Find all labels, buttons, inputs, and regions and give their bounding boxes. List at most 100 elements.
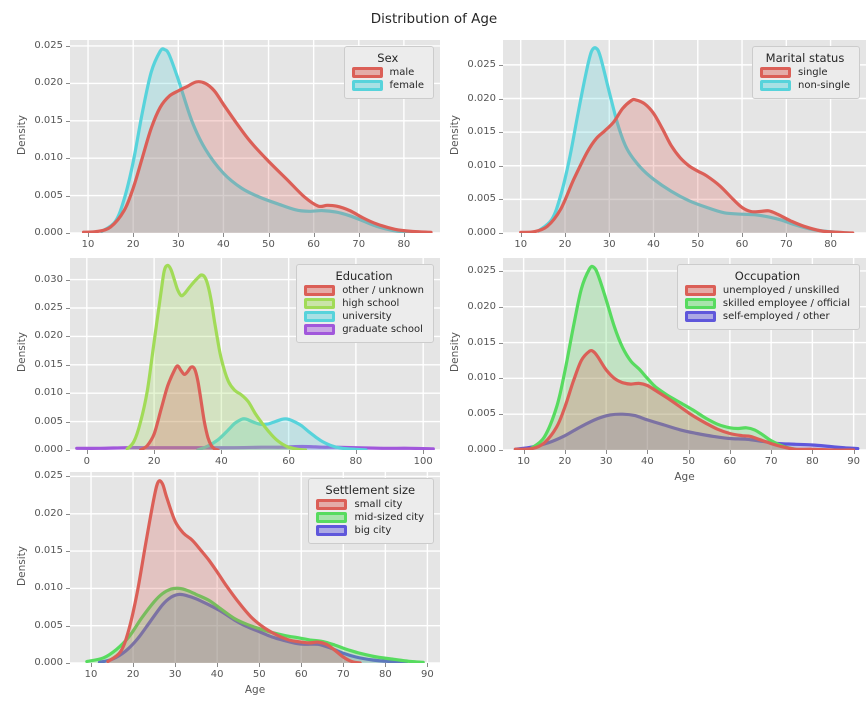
mid-sized-city-curve xyxy=(85,586,425,663)
x-tick-label: 30 xyxy=(599,456,613,467)
y-tick-label: 0.005 xyxy=(34,619,63,631)
x-tick-label: 100 xyxy=(413,456,433,467)
x-tick-label: 40 xyxy=(217,239,230,250)
x-tick-label: 90 xyxy=(847,456,860,467)
legend-title: Sex xyxy=(377,51,399,65)
x-tick-label: 50 xyxy=(682,456,695,467)
subplot-marital-status xyxy=(503,40,866,233)
legend-swatch-icon xyxy=(351,67,383,78)
x-tick-label: 60 xyxy=(735,239,749,250)
x-tick-mark xyxy=(355,450,357,454)
y-axis-label: Density xyxy=(449,332,461,372)
y-tick-label: 0.010 xyxy=(34,152,63,164)
plot-area-education xyxy=(70,258,440,450)
y-tick-label: 0.005 xyxy=(34,189,63,201)
legend-item-label: graduate school xyxy=(342,324,423,335)
y-tick-label: 0.025 xyxy=(34,470,63,482)
y-tick-label: 0.010 xyxy=(34,387,63,399)
x-tick-label: 40 xyxy=(647,239,660,250)
legend-item-self-employed-other: self-employed / other xyxy=(684,311,850,322)
subplot-education xyxy=(70,258,440,450)
y-tick-mark xyxy=(66,476,70,478)
x-tick-mark xyxy=(91,663,93,667)
legend-swatch-icon xyxy=(684,311,716,322)
x-tick-mark xyxy=(288,450,290,454)
legend-item-label: skilled employee / official xyxy=(722,298,850,309)
x-tick-mark xyxy=(564,450,566,454)
y-tick-mark xyxy=(66,307,70,309)
y-tick-mark xyxy=(66,393,70,395)
legend-item-label: other / unknown xyxy=(342,285,424,296)
x-tick-label: 40 xyxy=(210,669,224,680)
legend-swatch-icon xyxy=(316,499,348,510)
legend-item-label: university xyxy=(342,311,392,322)
y-tick-mark xyxy=(66,195,70,197)
x-tick-label: 20 xyxy=(126,239,140,250)
x-axis-label: Age xyxy=(244,684,266,696)
x-tick-label: 80 xyxy=(824,239,837,250)
x-tick-mark xyxy=(427,663,429,667)
y-tick-label: 0.025 xyxy=(467,58,496,70)
plot-area-settlement-size xyxy=(70,472,440,663)
x-tick-label: 60 xyxy=(282,456,295,467)
legend-title: Marital status xyxy=(765,51,845,65)
x-tick-label: 20 xyxy=(126,669,140,680)
legend-item-label: small city xyxy=(354,499,403,510)
y-tick-label: 0.010 xyxy=(467,159,496,171)
x-tick-mark xyxy=(742,233,744,237)
legend-swatch-icon xyxy=(316,525,348,536)
legend-swatch-icon xyxy=(759,80,791,91)
y-axis-label: Density xyxy=(16,114,28,155)
x-tick-label: 40 xyxy=(214,456,228,467)
y-tick-mark xyxy=(66,158,70,160)
legend-item-big-city: big city xyxy=(316,525,424,536)
y-tick-mark xyxy=(66,663,70,664)
legend-title: Occupation xyxy=(734,269,801,283)
y-axis-label: Density xyxy=(16,545,28,586)
x-tick-mark xyxy=(221,450,223,454)
unemployed-unskilled-fill xyxy=(515,350,854,450)
y-tick-label: 0.025 xyxy=(34,39,63,51)
legend-item-non-single: non-single xyxy=(759,80,850,91)
small-city-curve xyxy=(106,479,362,663)
x-tick-mark xyxy=(178,233,180,237)
y-axis-label: Density xyxy=(449,114,461,155)
x-tick-mark xyxy=(313,233,315,237)
university-curve xyxy=(196,417,368,450)
y-tick-label: 0.005 xyxy=(467,408,496,420)
legend-item-other-unknown: other / unknown xyxy=(304,285,424,296)
legend-swatch-icon xyxy=(304,311,336,322)
y-tick-label: 0.000 xyxy=(467,227,496,238)
x-tick-label: 20 xyxy=(558,239,572,250)
x-tick-mark xyxy=(423,450,425,454)
y-tick-label: 0.000 xyxy=(34,657,63,668)
big-city-curve xyxy=(97,592,408,663)
x-tick-mark xyxy=(268,233,270,237)
x-tick-mark xyxy=(606,450,608,454)
x-tick-mark xyxy=(853,450,855,454)
legend-item-label: big city xyxy=(354,525,392,536)
x-tick-mark xyxy=(830,233,832,237)
x-tick-mark xyxy=(343,663,345,667)
legend-occupation: Occupation unemployed / unskilled skilled … xyxy=(676,264,860,330)
y-tick-mark xyxy=(499,132,503,134)
x-tick-label: 90 xyxy=(421,669,434,680)
y-tick-label: 0.010 xyxy=(34,582,63,594)
y-tick-mark xyxy=(66,421,70,423)
figure-title: Distribution of Age xyxy=(370,11,498,27)
female-curve xyxy=(99,47,429,233)
legend-swatch-icon xyxy=(684,298,716,309)
y-tick-label: 0.000 xyxy=(467,444,496,455)
legend-item-label: non-single xyxy=(797,80,850,91)
y-tick-mark xyxy=(66,364,70,366)
y-tick-mark xyxy=(66,336,70,338)
x-tick-mark xyxy=(154,450,156,454)
x-tick-mark xyxy=(88,233,90,237)
x-tick-mark xyxy=(133,663,135,667)
plot-area-occupation xyxy=(503,258,866,450)
legend-item-label: high school xyxy=(342,298,400,309)
x-tick-label: 30 xyxy=(602,239,616,250)
male-fill xyxy=(83,81,431,233)
x-tick-mark xyxy=(812,450,814,454)
